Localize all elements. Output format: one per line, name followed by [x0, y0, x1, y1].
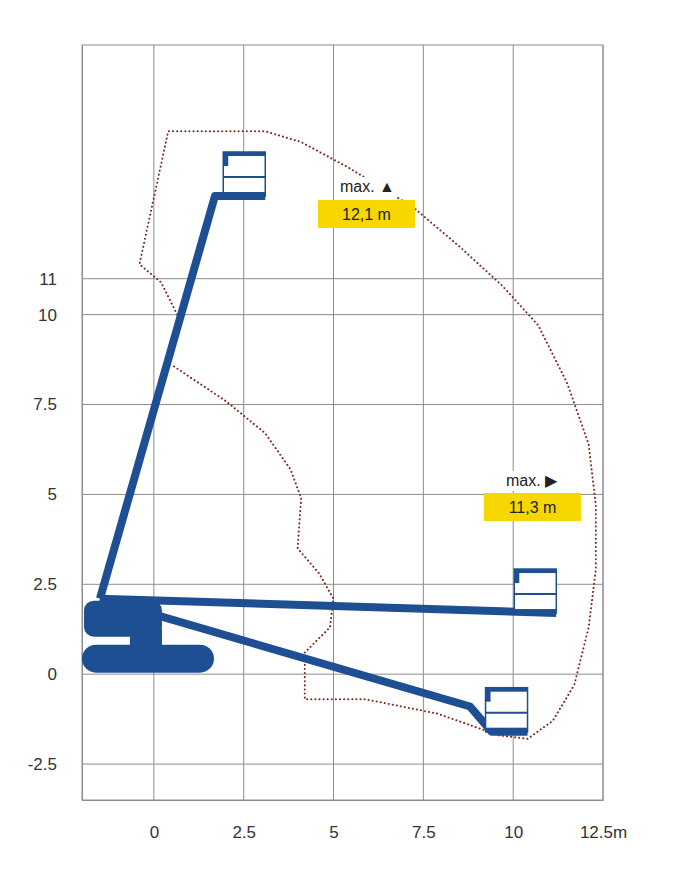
- grid-line: [423, 45, 424, 800]
- basket-floor: [514, 609, 556, 614]
- annotation-label: max. ▶: [506, 472, 558, 489]
- grid-line: [82, 404, 603, 405]
- tick-label: 10: [504, 823, 523, 842]
- tick: 0: [150, 800, 159, 842]
- tick-label: 2.5: [232, 823, 256, 842]
- boom: [100, 599, 556, 613]
- tick-label: 7.5: [412, 823, 436, 842]
- basket-post: [223, 152, 228, 166]
- plot-frame: [82, 45, 603, 800]
- plot-area: [100, 131, 596, 739]
- annotation-box: [484, 493, 581, 521]
- grid-line: [82, 764, 603, 765]
- basket-cage: [223, 152, 265, 196]
- annotation: max. ▶ 11,3 m: [484, 471, 582, 521]
- axis-line: [82, 46, 83, 801]
- tick-label: 5: [48, 485, 57, 504]
- basket-rail: [486, 688, 528, 692]
- tick: -2.5: [28, 755, 82, 774]
- basket: [514, 569, 556, 614]
- tick-label: 0: [48, 665, 57, 684]
- basket-floor: [486, 728, 528, 733]
- tick-label: -2.5: [28, 755, 57, 774]
- tick: 7.5: [33, 395, 82, 414]
- grid-line: [333, 45, 334, 800]
- axis-line: [83, 800, 604, 801]
- grid-line: [603, 45, 604, 800]
- basket: [486, 688, 528, 733]
- basket-midrail: [514, 593, 556, 595]
- tick-label: 5: [329, 823, 338, 842]
- track: [82, 645, 214, 673]
- annotation-backdrop: [502, 471, 582, 491]
- basket-midrail: [486, 712, 528, 714]
- boom: [100, 599, 528, 732]
- basket-post: [514, 569, 519, 583]
- x-axis: 0 2.5 5 7.5 10 12.5m: [83, 800, 628, 842]
- basket-midrail: [223, 176, 265, 178]
- annotation: max. ▲ 12,1 m: [318, 177, 416, 228]
- tick-label: 11: [39, 270, 57, 289]
- basket-rail: [514, 569, 556, 573]
- tick: 5: [48, 485, 82, 504]
- tick: 0: [48, 665, 82, 684]
- tick-label: 12.5m: [580, 823, 627, 842]
- tick: 12.5m: [580, 800, 627, 842]
- grid-line: [513, 45, 514, 800]
- tick-label: 7.5: [33, 395, 57, 414]
- tick: 10: [38, 306, 82, 325]
- tick-label: 2.5: [33, 575, 57, 594]
- boom: [100, 196, 265, 599]
- basket-floor: [223, 192, 265, 197]
- basket: [223, 152, 265, 197]
- basket-rail: [223, 152, 265, 156]
- annotation-label: max. ▲: [340, 178, 395, 195]
- grid-line: [82, 314, 603, 315]
- annotation-box: [318, 200, 415, 228]
- tick-label: 0: [150, 823, 159, 842]
- grid-line: [82, 674, 603, 675]
- tick: 2.5: [33, 575, 82, 594]
- tick-label: 10: [38, 306, 57, 325]
- tick: 5: [329, 800, 338, 842]
- grid-line: [82, 278, 603, 279]
- chart: 0 2.5 5 7.5 10 12.5m -2.5 0 2.5 5 7.5 10 11 max. ▲ 12,…: [0, 0, 697, 876]
- y-axis: -2.5 0 2.5 5 7.5 10 11: [28, 46, 83, 801]
- annotation-value: 11,3 m: [509, 499, 557, 516]
- grid: [82, 45, 603, 800]
- annotation-backdrop: [336, 177, 416, 197]
- tick: 10: [504, 800, 523, 842]
- tick: 11: [39, 270, 82, 289]
- basket-post: [486, 688, 491, 702]
- annotation-value: 12,1 m: [342, 206, 391, 223]
- tick: 7.5: [412, 800, 436, 842]
- basket-cage: [486, 688, 528, 732]
- tick: 2.5: [232, 800, 256, 842]
- basket-cage: [514, 569, 556, 613]
